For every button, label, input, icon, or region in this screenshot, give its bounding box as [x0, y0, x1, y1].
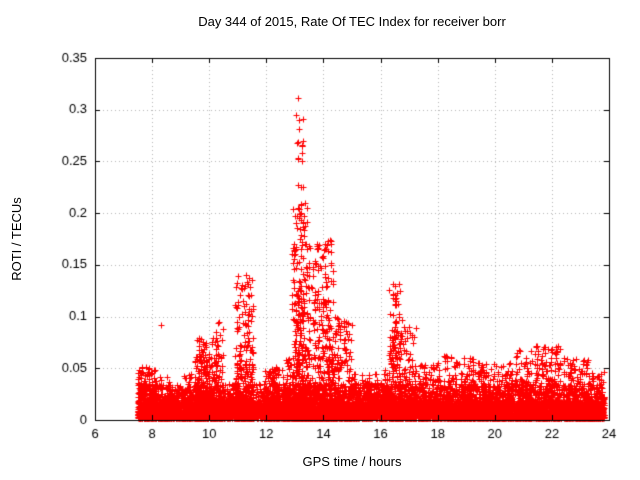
x-axis-label: GPS time / hours	[302, 454, 402, 469]
chart-title: Day 344 of 2015, Rate Of TEC Index for r…	[198, 14, 506, 29]
y-axis-label: ROTI / TECUs	[9, 197, 24, 281]
